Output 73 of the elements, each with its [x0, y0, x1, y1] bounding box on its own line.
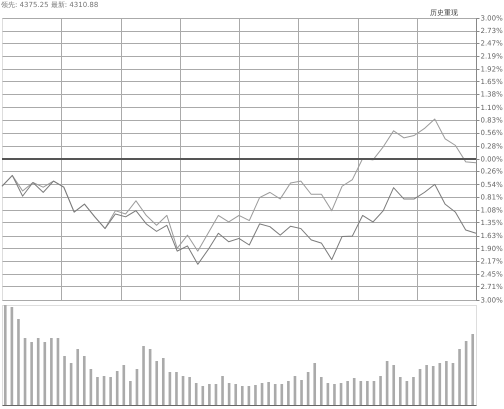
bar: [36, 338, 40, 405]
bar: [326, 383, 330, 405]
bar: [214, 384, 218, 405]
bar: [372, 381, 376, 405]
bar: [366, 381, 369, 405]
bar: [471, 334, 474, 405]
bar: [432, 366, 435, 405]
bar: [352, 378, 356, 405]
bar: [221, 376, 224, 405]
bar: [260, 383, 264, 405]
bar: [392, 365, 396, 405]
bar: [458, 349, 461, 405]
bar: [300, 380, 303, 405]
bar: [63, 356, 66, 405]
bar: [280, 384, 284, 405]
bar: [452, 363, 454, 405]
bar: [340, 383, 342, 405]
bar: [175, 372, 178, 405]
bar: [17, 319, 20, 405]
bar: [136, 369, 138, 405]
bar: [24, 338, 26, 405]
bar: [155, 361, 158, 405]
bar: [306, 372, 310, 405]
bar: [4, 305, 7, 405]
bar: [10, 307, 14, 405]
bar: [418, 369, 422, 405]
bar: [76, 349, 80, 405]
bar: [201, 386, 204, 405]
bar: [294, 376, 296, 405]
bar: [240, 386, 244, 405]
bar: [313, 363, 316, 405]
bar: [56, 338, 60, 405]
bar: [267, 382, 270, 405]
bar: [274, 384, 277, 405]
bar: [228, 383, 230, 405]
bar: [248, 386, 250, 405]
bar: [116, 371, 119, 405]
bar: [50, 338, 53, 405]
bar: [254, 385, 257, 405]
bar: [359, 381, 362, 405]
bar: [379, 376, 382, 405]
bar: [194, 383, 198, 405]
bar: [445, 361, 448, 405]
bar: [43, 342, 46, 405]
bar: [464, 341, 468, 405]
bar: [70, 363, 72, 405]
bar: [406, 381, 408, 405]
bar: [234, 384, 238, 405]
bar: [168, 372, 172, 405]
bar: [333, 384, 336, 405]
bar: [425, 365, 428, 405]
bar: [188, 377, 191, 405]
bar: [182, 376, 184, 405]
bar: [438, 363, 442, 405]
bar: [102, 376, 106, 405]
bar: [320, 377, 323, 405]
bar: [287, 381, 290, 405]
bar: [96, 377, 99, 405]
line-series: [2, 174, 476, 265]
bar: [398, 377, 402, 405]
bar: [109, 377, 112, 405]
bar: [30, 342, 33, 405]
bar: [386, 361, 388, 405]
bar: [346, 381, 349, 405]
bar: [148, 349, 152, 405]
bar: [162, 358, 165, 405]
bar: [412, 377, 415, 405]
bar: [208, 384, 211, 405]
bar: [90, 369, 92, 405]
bar: [129, 381, 132, 405]
bar: [122, 365, 126, 405]
bar: [142, 346, 145, 405]
bar: [82, 356, 86, 405]
